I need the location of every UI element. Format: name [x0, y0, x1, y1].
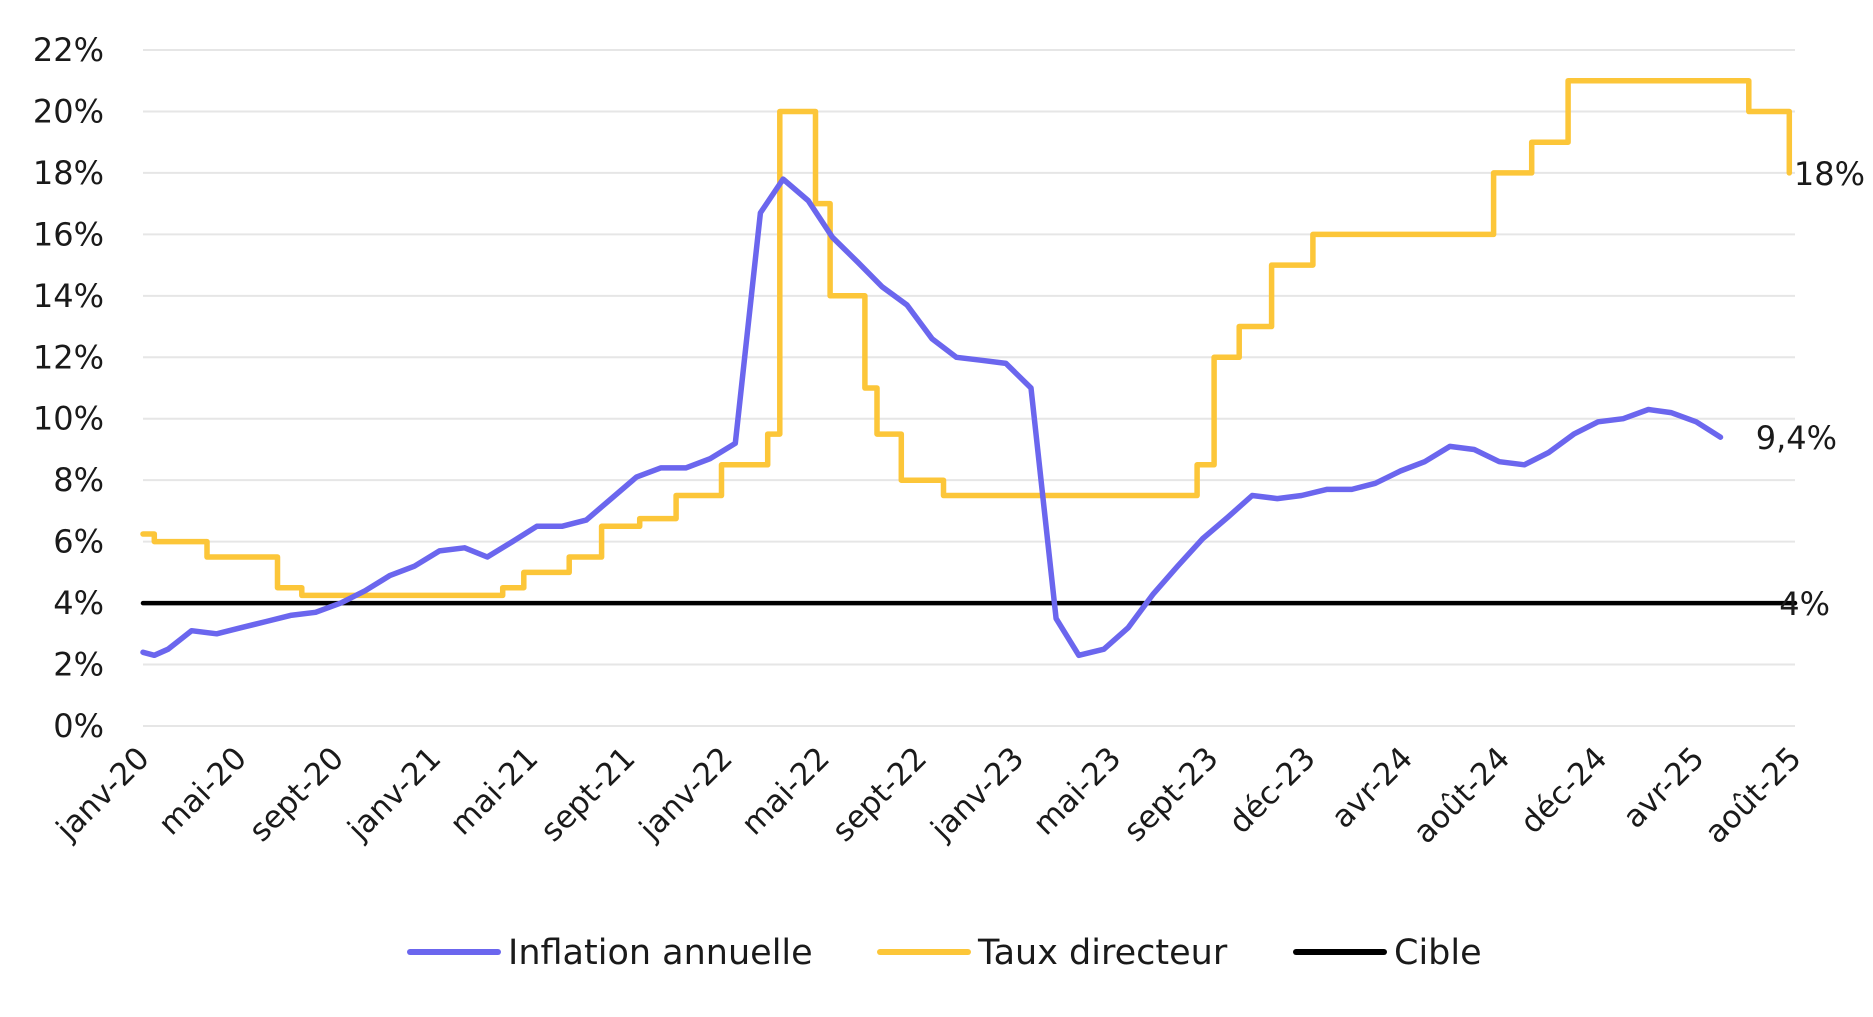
y-tick-label: 2% — [53, 646, 104, 684]
series-end-label-0: 9,4% — [1756, 419, 1837, 457]
x-tick-label: sept-22 — [825, 740, 934, 849]
x-tick-label: sept-20 — [242, 740, 351, 849]
x-axis-ticks: janv-20mai-20sept-20janv-21mai-21sept-21… — [49, 740, 1809, 851]
x-tick-label: janv-22 — [632, 740, 740, 848]
x-tick-label: déc-23 — [1222, 740, 1323, 841]
y-tick-label: 4% — [53, 584, 104, 622]
x-tick-label: janv-21 — [340, 740, 448, 848]
x-tick-label: janv-20 — [49, 740, 157, 848]
y-tick-label: 10% — [33, 400, 104, 438]
x-tick-label: mai-23 — [1026, 740, 1128, 842]
legend-label: Taux directeur — [977, 933, 1228, 973]
series-line-0 — [140, 176, 1724, 659]
x-tick-label: avr-25 — [1616, 740, 1711, 835]
x-tick-label: août-25 — [1698, 740, 1809, 851]
x-tick-label: août-24 — [1407, 740, 1518, 851]
legend: Inflation annuelle Taux directeur Cible — [407, 933, 1482, 973]
series-end-label-1: 18% — [1794, 155, 1865, 193]
y-tick-label: 6% — [53, 523, 104, 561]
x-tick-label: sept-23 — [1117, 740, 1226, 849]
x-tick-label: mai-20 — [152, 740, 254, 842]
series-lines — [140, 77, 1798, 659]
legend-item-2: Cible — [1293, 933, 1482, 973]
x-tick-label: déc-24 — [1514, 740, 1615, 841]
series-end-label-2: 4% — [1779, 585, 1830, 623]
legend-item-0: Inflation annuelle — [407, 933, 813, 973]
x-tick-label: sept-21 — [534, 740, 643, 849]
y-tick-label: 18% — [33, 154, 104, 192]
y-tick-label: 16% — [33, 215, 104, 253]
legend-item-1: Taux directeur — [877, 933, 1228, 973]
legend-label: Inflation annuelle — [508, 933, 813, 973]
series-end-labels: 9,4% 18% 4% — [1756, 155, 1865, 623]
series-line-1 — [140, 77, 1793, 599]
gridlines — [143, 49, 1795, 727]
y-tick-label: 20% — [33, 92, 104, 130]
y-axis-ticks: 0% 2% 4% 6% 8% 10% 12% 14% 16% 18% 20% 22% — [33, 31, 104, 745]
y-tick-label: 12% — [33, 338, 104, 376]
x-tick-label: mai-22 — [735, 740, 837, 842]
x-tick-label: janv-23 — [923, 740, 1031, 848]
y-tick-label: 0% — [53, 707, 104, 745]
y-tick-label: 8% — [53, 461, 104, 499]
x-tick-label: avr-24 — [1325, 740, 1420, 835]
y-tick-label: 22% — [33, 31, 104, 69]
legend-label: Cible — [1394, 933, 1482, 973]
y-tick-label: 14% — [33, 277, 104, 315]
x-tick-label: mai-21 — [443, 740, 545, 842]
